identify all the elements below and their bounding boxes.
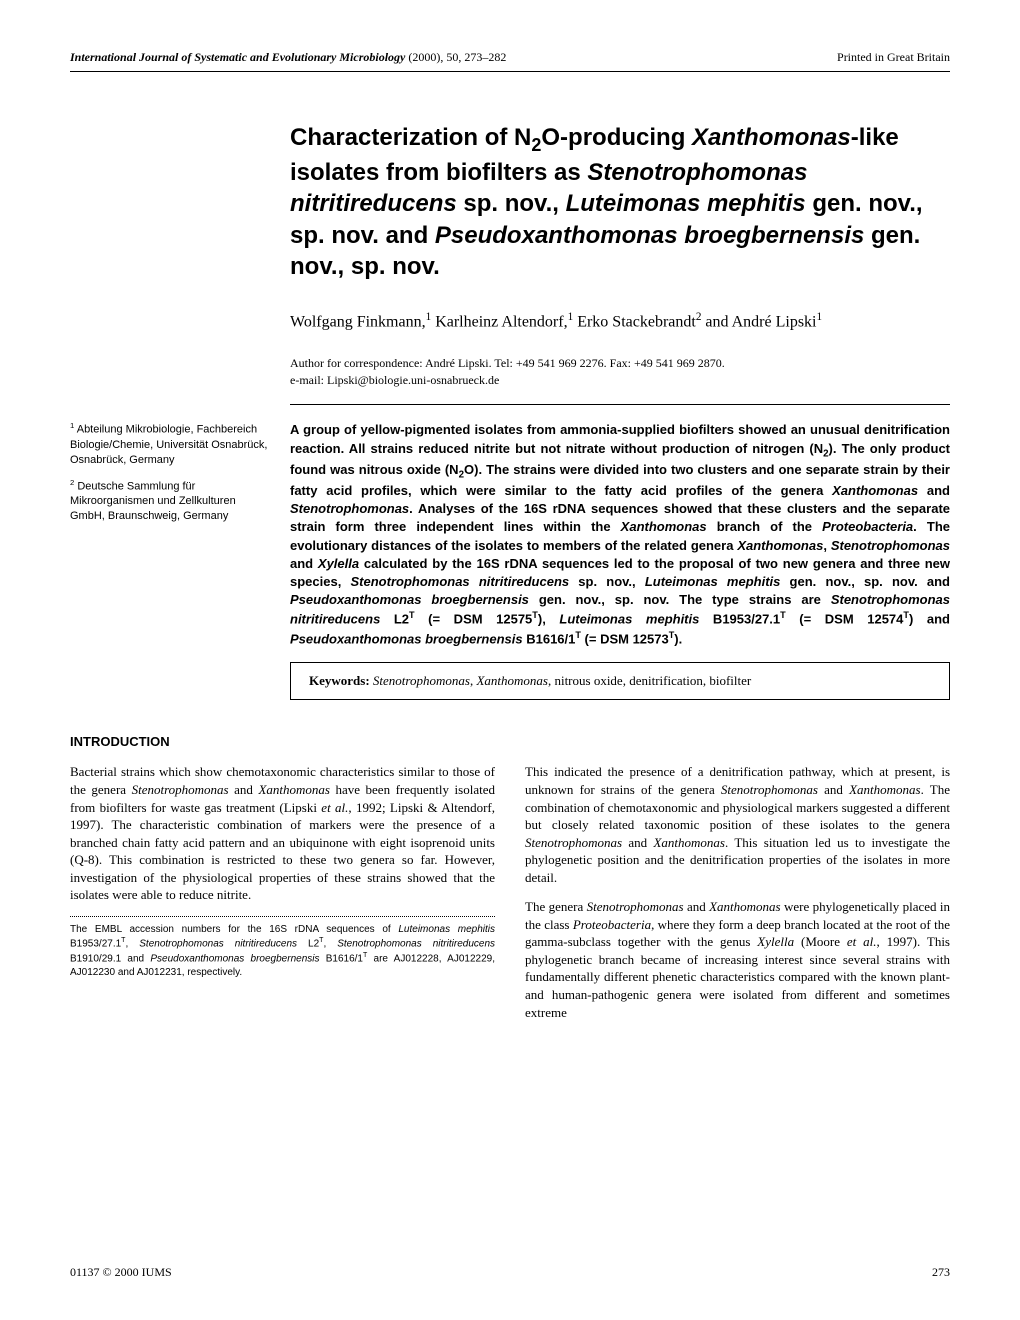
section-heading-introduction: INTRODUCTION	[70, 734, 950, 749]
footnote-rule	[70, 916, 495, 917]
page-number: 273	[932, 1265, 950, 1280]
page-footer: 01137 © 2000 IUMS 273	[70, 1265, 950, 1280]
affiliations: 1 Abteilung Mikrobiologie, Fachbereich B…	[70, 421, 270, 648]
accession-footnote: The EMBL accession numbers for the 16S r…	[70, 923, 495, 980]
body-two-column: Bacterial strains which show chemotaxono…	[70, 763, 950, 1033]
author-list: Wolfgang Finkmann,1 Karlheinz Altendorf,…	[290, 310, 950, 333]
journal-name: International Journal of Systematic and …	[70, 50, 405, 64]
intro-para-3: The genera Stenotrophomonas and Xanthomo…	[525, 898, 950, 1021]
article-title: Characterization of N2O-producing Xantho…	[290, 122, 950, 282]
right-column: This indicated the presence of a denitri…	[525, 763, 950, 1033]
left-column: Bacterial strains which show chemotaxono…	[70, 763, 495, 1033]
affiliation-2: 2 Deutsche Sammlung für Mikroorganismen …	[70, 478, 270, 524]
running-header: International Journal of Systematic and …	[70, 50, 950, 72]
journal-citation: International Journal of Systematic and …	[70, 50, 506, 65]
intro-para-1: Bacterial strains which show chemotaxono…	[70, 763, 495, 903]
abstract: A group of yellow-pigmented isolates fro…	[290, 421, 950, 648]
keywords-box: Keywords: Stenotrophomonas, Xanthomonas,…	[290, 662, 950, 700]
copyright: 01137 © 2000 IUMS	[70, 1265, 172, 1280]
article-title-block: Characterization of N2O-producing Xantho…	[290, 122, 950, 282]
intro-para-2: This indicated the presence of a denitri…	[525, 763, 950, 886]
year-pages: (2000), 50, 273–282	[408, 50, 506, 64]
correspondence-line1: Author for correspondence: André Lipski.…	[290, 355, 950, 372]
affiliations-abstract-row: 1 Abteilung Mikrobiologie, Fachbereich B…	[70, 421, 950, 648]
correspondence-line2: e-mail: Lipski@biologie.uni-osnabrueck.d…	[290, 372, 950, 389]
affiliation-1: 1 Abteilung Mikrobiologie, Fachbereich B…	[70, 421, 270, 467]
correspondence-block: Author for correspondence: André Lipski.…	[290, 355, 950, 406]
printed-in: Printed in Great Britain	[837, 50, 950, 65]
